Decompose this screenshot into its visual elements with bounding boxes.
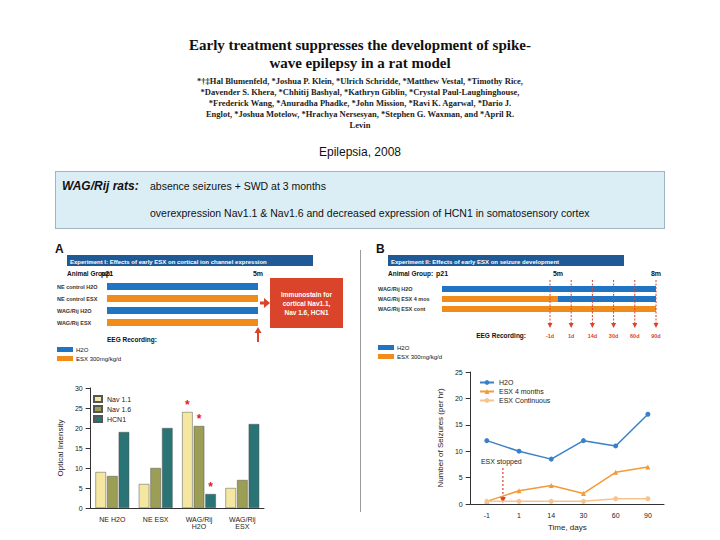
svg-text:WAG/Rij H2O: WAG/Rij H2O <box>378 286 413 292</box>
svg-text:60: 60 <box>612 512 620 519</box>
svg-text:Animal Group:: Animal Group: <box>67 270 112 278</box>
html-text:Epilepsia, 2008: Epilepsia, 2008 <box>319 145 401 159</box>
svg-text:EEG Recording:: EEG Recording: <box>107 336 157 344</box>
svg-text:1: 1 <box>517 512 521 519</box>
svg-text:WAG/Rij: WAG/Rij <box>229 516 256 523</box>
svg-text:WAG/Rij ESX cont: WAG/Rij ESX cont <box>378 306 426 312</box>
svg-text:-1: -1 <box>484 512 490 519</box>
html-text:overexpression Nav1.1 & Nav1.6: overexpression Nav1.1 & Nav1.6 and decre… <box>150 207 590 219</box>
svg-text:p21: p21 <box>436 270 448 278</box>
svg-text:90d: 90d <box>651 333 660 339</box>
svg-text:WAG/Rij ESX 4 mos: WAG/Rij ESX 4 mos <box>378 296 430 302</box>
svg-text:25: 25 <box>75 405 83 412</box>
svg-text:5: 5 <box>459 474 463 481</box>
svg-text:8m: 8m <box>651 270 661 277</box>
svg-text:14: 14 <box>547 512 555 519</box>
svg-text:-1d: -1d <box>546 333 554 339</box>
svg-text:H2O: H2O <box>192 523 207 530</box>
svg-text:20: 20 <box>75 425 83 432</box>
svg-text:EEG Recording:: EEG Recording: <box>476 332 526 340</box>
svg-text:30d: 30d <box>609 333 618 339</box>
svg-text:Nav 1.6: Nav 1.6 <box>107 406 131 413</box>
svg-text:ESX stopped: ESX stopped <box>481 458 522 466</box>
svg-text:B: B <box>376 242 385 256</box>
svg-text:5m: 5m <box>553 270 563 277</box>
html-text:WAG/Rij rats:: WAG/Rij rats: <box>62 179 139 193</box>
svg-text:30: 30 <box>580 512 588 519</box>
html-text:*†‡Hal Blumenfeld, *Joshua P.: *†‡Hal Blumenfeld, *Joshua P. Klein, *Ul… <box>197 76 523 130</box>
svg-text:p21: p21 <box>101 270 113 278</box>
svg-text:cortical Nav1.1,: cortical Nav1.1, <box>283 300 331 308</box>
svg-text:20: 20 <box>455 395 463 402</box>
svg-text:Experiment I: Effects of early: Experiment I: Effects of early ESX on co… <box>70 259 267 265</box>
svg-text:WAG/Rij: WAG/Rij <box>185 516 213 523</box>
svg-text:WAG/Rij ESX: WAG/Rij ESX <box>57 320 92 326</box>
svg-text:10: 10 <box>455 448 463 455</box>
svg-text:NE control H2O: NE control H2O <box>57 284 98 290</box>
svg-text:Animal Group:: Animal Group: <box>388 270 433 278</box>
svg-text:Number of Seizures (per hr): Number of Seizures (per hr) <box>436 388 445 487</box>
svg-text:ESX Continuous: ESX Continuous <box>499 397 551 404</box>
svg-text:*: * <box>185 398 190 412</box>
svg-text:0: 0 <box>79 505 83 512</box>
html-text:Early treatment suppresses the: Early treatment suppresses the developme… <box>189 37 531 71</box>
svg-text:WAG/Rij H2O: WAG/Rij H2O <box>57 308 92 314</box>
svg-text:*: * <box>208 480 213 494</box>
svg-text:1d: 1d <box>568 333 574 339</box>
svg-text:90: 90 <box>644 512 652 519</box>
svg-text:A: A <box>55 242 64 256</box>
svg-text:Nav 1.6, HCN1: Nav 1.6, HCN1 <box>284 309 328 317</box>
svg-text:ESX: ESX <box>235 523 249 530</box>
svg-text:NE control ESX: NE control ESX <box>57 296 98 302</box>
svg-text:5m: 5m <box>253 270 263 277</box>
svg-text:Experiment II: Effects of earl: Experiment II: Effects of early ESX on s… <box>391 259 559 265</box>
svg-text:10: 10 <box>75 465 83 472</box>
svg-text:Time, days: Time, days <box>548 523 587 532</box>
svg-text:15: 15 <box>75 445 83 452</box>
svg-text:Optical Intensity: Optical Intensity <box>56 420 65 477</box>
svg-text:*: * <box>197 412 202 426</box>
svg-text:HCN1: HCN1 <box>107 416 126 423</box>
svg-text:15: 15 <box>455 421 463 428</box>
svg-text:30: 30 <box>75 385 83 392</box>
svg-text:Nav 1.1: Nav 1.1 <box>107 396 131 403</box>
svg-text:ESX 300mg/kg/d: ESX 300mg/kg/d <box>76 356 121 362</box>
svg-text:H2O: H2O <box>499 379 514 386</box>
svg-text:ESX 300mg/kg/d: ESX 300mg/kg/d <box>397 354 442 360</box>
svg-text:ESX 4 months: ESX 4 months <box>499 388 544 395</box>
svg-text:H2O: H2O <box>397 345 410 351</box>
svg-text:25: 25 <box>455 369 463 376</box>
html-text:absence seizures + SWD at 3 mo: absence seizures + SWD at 3 months <box>150 180 326 192</box>
svg-text:0: 0 <box>459 501 463 508</box>
svg-text:Immunostain for: Immunostain for <box>281 291 332 298</box>
svg-text:NE ESX: NE ESX <box>143 516 169 523</box>
svg-text:14d: 14d <box>588 333 597 339</box>
svg-text:NE H2O: NE H2O <box>99 516 126 523</box>
svg-text:H2O: H2O <box>76 347 89 353</box>
svg-text:5: 5 <box>79 485 83 492</box>
svg-text:60d: 60d <box>630 333 639 339</box>
